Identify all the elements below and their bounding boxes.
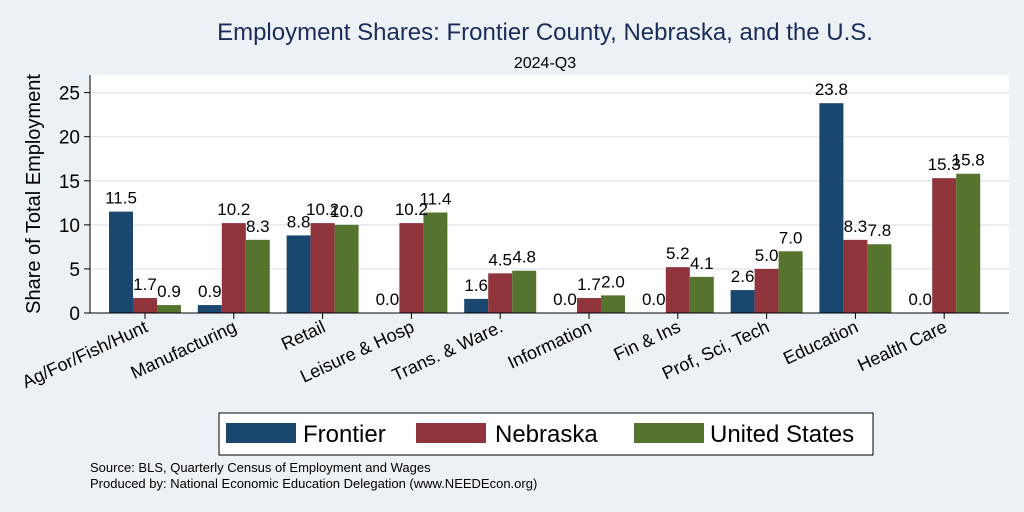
chart-subtitle: 2024-Q3 bbox=[514, 55, 576, 72]
bar bbox=[956, 173, 981, 313]
bar bbox=[286, 235, 311, 313]
legend-label: Frontier bbox=[303, 421, 386, 448]
data-label: 10.2 bbox=[306, 200, 339, 219]
bar bbox=[399, 223, 424, 313]
data-label: 11.5 bbox=[105, 189, 137, 208]
bar bbox=[245, 239, 270, 313]
y-tick-label: 0 bbox=[69, 304, 80, 325]
bar bbox=[754, 268, 779, 313]
legend-label: Nebraska bbox=[495, 421, 598, 448]
legend: Frontier Nebraska United States bbox=[218, 412, 874, 456]
data-label: 2.0 bbox=[601, 272, 625, 291]
data-label: 8.3 bbox=[844, 217, 868, 236]
data-label: 8.3 bbox=[246, 217, 270, 236]
data-label: 4.5 bbox=[488, 250, 512, 269]
data-label: 0.9 bbox=[198, 282, 222, 301]
data-label: 5.2 bbox=[666, 244, 690, 263]
bar bbox=[310, 223, 335, 313]
data-label: 23.8 bbox=[815, 80, 848, 99]
x-tick-label: Information bbox=[505, 316, 595, 372]
x-tick-label: Education bbox=[780, 316, 861, 368]
y-tick-label: 20 bbox=[59, 128, 80, 149]
bar bbox=[601, 295, 625, 313]
x-tick-label: Health Care bbox=[854, 316, 950, 375]
chart-title: Employment Shares: Frontier County, Nebr… bbox=[217, 19, 873, 46]
bar bbox=[689, 276, 714, 313]
bar bbox=[819, 103, 844, 314]
bars bbox=[109, 103, 981, 314]
legend-swatch bbox=[634, 423, 704, 443]
produced-by-note: Produced by: National Economic Education… bbox=[90, 476, 538, 491]
data-label: 5.0 bbox=[755, 246, 779, 265]
bar bbox=[867, 244, 892, 313]
bar bbox=[577, 298, 601, 313]
data-label: 11.4 bbox=[419, 190, 451, 209]
y-tick-label: 10 bbox=[59, 216, 80, 237]
data-label: 4.1 bbox=[690, 254, 714, 273]
legend-swatch bbox=[226, 423, 296, 443]
bar bbox=[932, 178, 957, 313]
data-label: 1.6 bbox=[464, 276, 488, 295]
y-tick-label: 15 bbox=[59, 172, 80, 193]
bar bbox=[157, 305, 181, 313]
data-label: 0.0 bbox=[642, 290, 666, 309]
source-note: Source: BLS, Quarterly Census of Employm… bbox=[90, 460, 431, 475]
bar bbox=[464, 298, 489, 313]
legend-box bbox=[218, 412, 874, 456]
y-tick-label: 5 bbox=[69, 260, 80, 281]
data-label: 8.8 bbox=[287, 212, 311, 231]
bar bbox=[843, 239, 868, 313]
bar bbox=[423, 212, 448, 313]
data-labels: 11.51.7 0.9 0.910.28.3 8.810.210.00.010.211… bbox=[105, 80, 985, 309]
data-label: 1.7 bbox=[133, 275, 157, 294]
legend-label: United States bbox=[710, 421, 854, 448]
bar bbox=[778, 251, 803, 313]
y-axis-ticks: 0 5 10 15 20 25 bbox=[59, 84, 90, 325]
bar bbox=[133, 298, 157, 313]
data-label: 10.2 bbox=[395, 200, 428, 219]
y-axis-label: Share of Total Employment bbox=[23, 74, 45, 314]
bar bbox=[488, 273, 513, 313]
data-label: 10.0 bbox=[330, 202, 363, 221]
bar bbox=[665, 267, 690, 313]
data-label: 2.6 bbox=[731, 267, 755, 286]
data-label: 7.8 bbox=[868, 221, 892, 240]
y-tick-label: 25 bbox=[59, 84, 80, 105]
data-label: 0.0 bbox=[908, 290, 932, 309]
x-tick-label: Retail bbox=[278, 316, 328, 354]
data-label: 0.0 bbox=[376, 290, 400, 309]
legend-swatch bbox=[416, 423, 486, 443]
data-label: 10.2 bbox=[217, 200, 250, 219]
bar bbox=[109, 211, 133, 313]
data-label: 15.3 bbox=[928, 155, 961, 174]
bar bbox=[221, 223, 246, 313]
bar bbox=[197, 305, 222, 313]
data-label: 0.9 bbox=[157, 282, 181, 301]
x-tick-label: Fin & Ins bbox=[611, 316, 684, 364]
bar bbox=[730, 290, 755, 313]
bar bbox=[512, 270, 537, 313]
data-label: 4.8 bbox=[512, 248, 536, 267]
data-label: 1.7 bbox=[577, 275, 601, 294]
bar bbox=[334, 224, 359, 313]
data-label: 7.0 bbox=[779, 228, 803, 247]
data-label: 0.0 bbox=[553, 290, 577, 309]
data-label: 15.8 bbox=[952, 151, 985, 170]
x-tick-label: Ag/For/Fish/Hunt bbox=[19, 316, 151, 392]
